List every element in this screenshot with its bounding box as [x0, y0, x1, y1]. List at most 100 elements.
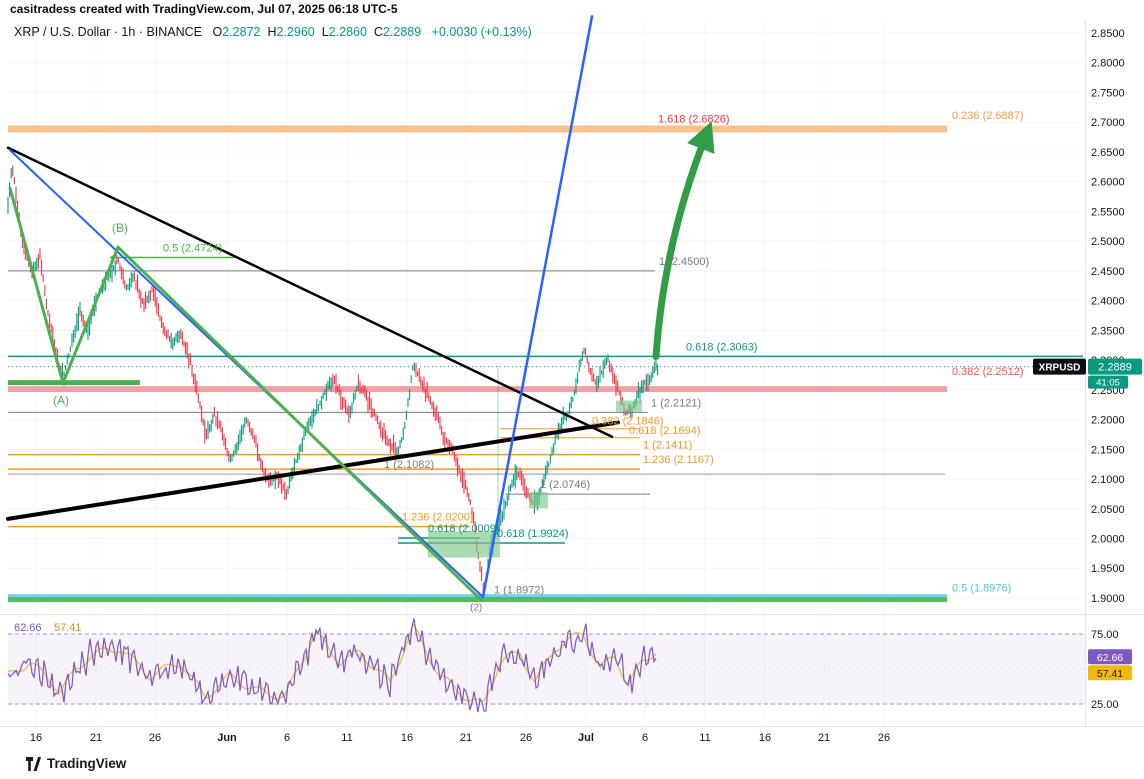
rsi-line: [7, 618, 657, 713]
tradingview-logo-icon: [26, 756, 41, 771]
price-axis-label: 2.6000: [1091, 177, 1125, 189]
symbol-title[interactable]: XRP / U.S. Dollar · 1h · BINANCE: [14, 25, 203, 39]
trendline[interactable]: [6, 146, 614, 439]
ohlc-values: O2.2872 H2.2960 L2.2860 C2.2889: [206, 25, 422, 39]
fib-label: 1 (2.4500): [659, 256, 709, 268]
wave-label: (A): [53, 394, 69, 408]
time-axis-label: 21: [460, 732, 472, 744]
time-axis-label: 16: [401, 732, 413, 744]
price-scale[interactable]: 2.8500 2.8000 2.7500 2.7000 2.6500 2.6000 2.55…: [1091, 28, 1125, 711]
countdown-badge: [1088, 375, 1128, 389]
symbol-legend: XRP / U.S. Dollar · 1h · BINANCE O2.2872…: [14, 25, 532, 39]
price-axis-label: 2.7000: [1091, 117, 1125, 129]
price-axis-label: 2.3500: [1091, 325, 1125, 337]
candlestick-series: [7, 165, 659, 594]
fib-lines: [8, 256, 1085, 544]
fib-label: 1 (2.1082): [384, 459, 434, 471]
time-scale[interactable]: 16 21 26 Jun 6 11 16 21 26 Jul 6 11 16 21 26: [30, 732, 890, 744]
price-axis-label: 2.1000: [1091, 474, 1125, 486]
annotation-labels: 1.618 (2.6826) 0.236 (2.6887) 0.5 (2.4724)…: [14, 110, 1024, 634]
time-axis-label: 21: [90, 732, 102, 744]
trendline[interactable]: [481, 15, 594, 599]
price-axis-label: 2.6500: [1091, 147, 1125, 159]
ohlc-value: 2.2889: [382, 25, 422, 39]
time-axis-label: 26: [149, 732, 161, 744]
rsi-axis-label: 75.00: [1091, 629, 1119, 641]
price-axis-label: 2.8500: [1091, 28, 1125, 40]
price-axis-label: 2.8000: [1091, 58, 1125, 70]
fib-label: 1 (2.1411): [643, 440, 692, 452]
time-axis-label: Jul: [578, 732, 594, 744]
attribution-text: casitradess created with TradingView.com…: [10, 2, 398, 16]
axis-badges: XRPUSD 2.2889 41:05 62.66 57.41: [1033, 358, 1142, 681]
fib-label: 0.5 (1.8976): [952, 582, 1011, 594]
fib-label: 0.618 (2.0009): [428, 523, 500, 535]
time-axis-label: Jun: [217, 732, 237, 744]
ohlc-letter: L: [321, 25, 329, 39]
price-change: +0.0030 (+0.13%): [431, 25, 532, 39]
time-axis-label: 26: [878, 732, 890, 744]
time-axis-label: 11: [341, 732, 352, 744]
order-block[interactable]: [616, 400, 642, 412]
order-block[interactable]: [529, 492, 548, 509]
wave-label: (B): [112, 221, 128, 235]
tradingview-logo[interactable]: TradingView: [26, 756, 126, 771]
price-axis-label: 2.2000: [1091, 415, 1125, 427]
fib-label: 0.5 (2.4724): [163, 243, 222, 255]
fib-label: 1.236 (2.0200): [402, 512, 474, 524]
ohlc-letter: O: [212, 25, 223, 39]
fib-label: 1.236 (2.1167): [643, 454, 714, 466]
time-axis-label: 16: [30, 732, 42, 744]
rsi-band-background: [8, 633, 1085, 705]
fib-label: 0.618 (2.1694): [629, 425, 701, 437]
fib-label: 0.382 (2.1846): [592, 416, 664, 428]
time-axis-label: 11: [699, 732, 710, 744]
trendlines[interactable]: [6, 15, 620, 602]
price-axis-label: 2.4500: [1091, 266, 1125, 278]
ohlc-value: 2.2860: [328, 25, 367, 39]
price-axis-label: 2.1500: [1091, 444, 1125, 456]
rsi-ma-badge: [1088, 665, 1132, 681]
up-arrow[interactable]: [652, 121, 715, 360]
price-axis-label: 2.0000: [1091, 533, 1125, 545]
last-price-badge-text: 2.2889: [1098, 362, 1132, 374]
order-blocks[interactable]: [428, 400, 642, 558]
symbol-badge: [1033, 358, 1086, 375]
order-block[interactable]: [428, 531, 500, 558]
rsi-value-badge-text: 62.66: [1097, 652, 1123, 664]
fib-label: 1 (2.0746): [540, 479, 590, 491]
price-axis-label: 2.5500: [1091, 206, 1125, 218]
fib-label: 1 (1.8972): [494, 585, 544, 597]
fib-label: 0.236 (2.6887): [952, 110, 1024, 122]
fib-label: 0.382 (2.2512): [952, 366, 1024, 378]
elliott-zigzag[interactable]: [8, 186, 483, 602]
fib-label: 0.618 (1.9924): [497, 528, 569, 540]
time-axis-label: 26: [520, 732, 532, 744]
price-axis-label: 2.7500: [1091, 87, 1125, 99]
fib-band[interactable]: [8, 125, 947, 133]
fib-label: 1 (2.2121): [651, 397, 701, 409]
time-axis-label: 6: [284, 732, 290, 744]
time-axis-label: 16: [759, 732, 771, 744]
fib-label: 0.618 (2.3063): [686, 341, 758, 353]
ohlc-letter: H: [267, 25, 277, 39]
price-axis-label: 1.9000: [1091, 593, 1125, 605]
wave-label: (2): [470, 602, 482, 613]
time-axis-label: 6: [642, 732, 648, 744]
price-axis-label: 2.0500: [1091, 504, 1125, 516]
fib-label: 1.618 (2.6826): [658, 114, 730, 126]
fib-band[interactable]: [8, 386, 947, 393]
ohlc-value: 2.2872: [222, 25, 261, 39]
symbol-badge-text: XRPUSD: [1039, 363, 1081, 374]
rsi-band-fill: [8, 634, 1085, 704]
rsi-axis-label: 25.00: [1091, 699, 1119, 711]
ohlc-letter: C: [373, 25, 383, 39]
projection-arrow[interactable]: [652, 121, 715, 360]
fib-band[interactable]: [8, 597, 947, 603]
tradingview-logo-text: TradingView: [47, 756, 127, 771]
time-axis-label: 21: [818, 732, 830, 744]
ohlc-value: 2.2960: [276, 25, 315, 39]
trendline[interactable]: [6, 420, 620, 521]
